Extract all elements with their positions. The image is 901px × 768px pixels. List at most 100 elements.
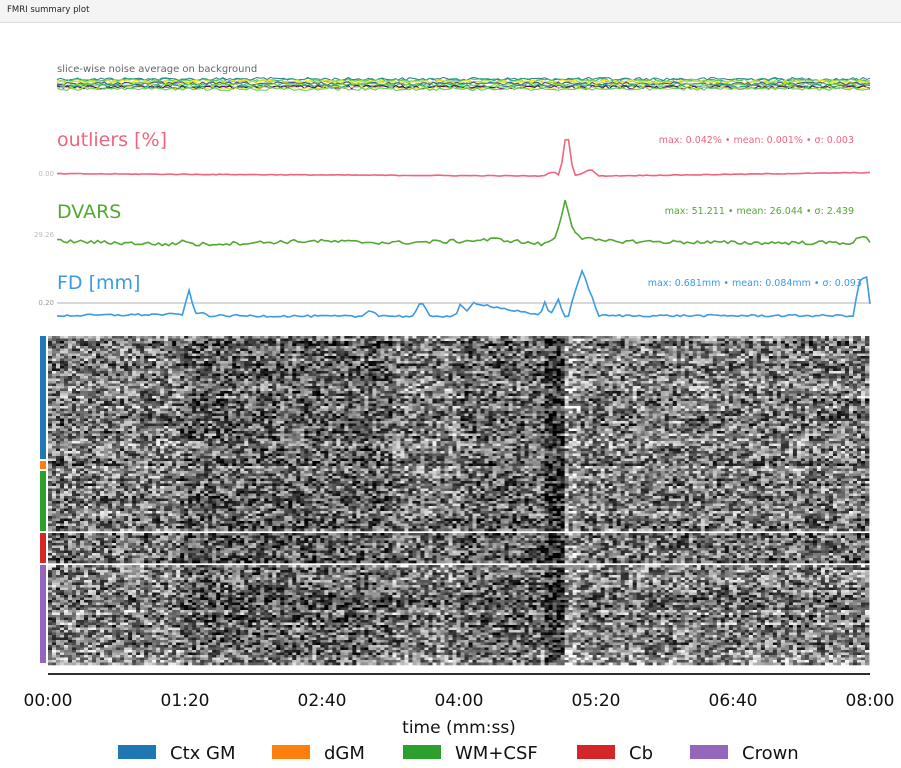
carpet-cell [344,346,348,349]
carpet-cell [348,391,352,394]
carpet-cell [481,359,485,362]
carpet-cell [332,344,336,347]
carpet-cell [633,376,637,379]
carpet-cell [585,354,589,357]
carpet-cell [128,369,132,372]
carpet-cell [509,379,513,382]
carpet-cell [396,344,400,347]
carpet-cell [753,336,757,339]
carpet-cell [296,346,300,349]
carpet-cell [661,379,665,382]
carpet-cell [849,361,853,364]
carpet-cell [352,351,356,354]
carpet-cell [545,351,549,354]
carpet-cell [356,344,360,347]
carpet-cell [761,386,765,389]
carpet-cell [793,359,797,362]
carpet-cell [809,394,813,397]
carpet-cell [777,379,781,382]
carpet-cell [737,384,741,387]
carpet-cell [525,349,529,352]
carpet-cell [140,351,144,354]
carpet-cell [76,381,80,384]
carpet-cell [232,359,236,362]
carpet-cell [817,341,821,344]
carpet-cell [124,394,128,397]
carpet-cell [713,344,717,347]
carpet-cell [428,384,432,387]
carpet-cell [593,344,597,347]
carpet-cell [404,369,408,372]
carpet-cell [813,349,817,352]
carpet-cell [452,381,456,384]
carpet-cell [553,369,557,372]
carpet-cell [677,341,681,344]
carpet-cell [577,346,581,349]
carpet-cell [328,359,332,362]
carpet-cell [396,349,400,352]
carpet-cell [336,379,340,382]
carpet-cell [681,374,685,377]
carpet-cell [108,379,112,382]
carpet-cell [164,356,168,359]
carpet-cell [344,381,348,384]
carpet-cell [805,336,809,339]
carpet-cell [356,394,360,397]
carpet-cell [312,361,316,364]
carpet-cell [440,394,444,397]
carpet-cell [420,354,424,357]
carpet-cell [777,354,781,357]
carpet-cell [625,384,629,387]
carpet-cell [116,336,120,339]
carpet-cell [404,389,408,392]
carpet-cell [320,349,324,352]
carpet-cell [813,386,817,389]
carpet-cell [276,386,280,389]
carpet-cell [132,341,136,344]
carpet-cell [621,374,625,377]
carpet-cell [164,386,168,389]
carpet-cell [461,359,465,362]
carpet-cell [837,361,841,364]
carpet-cell [733,341,737,344]
carpet-cell [473,386,477,389]
carpet-cell [725,364,729,367]
carpet-cell [529,389,533,392]
carpet-cell [465,361,469,364]
carpet-cell [220,356,224,359]
carpet-cell [328,341,332,344]
carpet-cell [316,369,320,372]
carpet-cell [64,394,68,397]
carpet-cell [340,394,344,397]
carpet-cell [296,339,300,342]
carpet-cell [280,356,284,359]
carpet-cell [224,351,228,354]
carpet-cell [789,366,793,369]
carpet-cell [228,354,232,357]
carpet-cell [593,359,597,362]
carpet-cell [853,371,857,374]
carpet-cell [509,364,513,367]
carpet-cell [68,346,72,349]
carpet-cell [613,341,617,344]
carpet-cell [661,359,665,362]
carpet-cell [837,359,841,362]
carpet-cell [473,374,477,377]
carpet-cell [633,374,637,377]
carpet-cell [120,394,124,397]
carpet-cell [176,389,180,392]
carpet-cell [280,366,284,369]
carpet-cell [861,364,865,367]
carpet-cell [212,369,216,372]
carpet-cell [713,349,717,352]
fd-ref-tick: 0.20 [38,299,54,307]
carpet-cell [637,361,641,364]
carpet-cell [200,346,204,349]
carpet-cell [216,336,220,339]
carpet-cell [585,344,589,347]
carpet-cell [629,376,633,379]
carpet-cell [312,366,316,369]
carpet-cell [132,364,136,367]
carpet-cell [609,379,613,382]
carpet-cell [332,366,336,369]
